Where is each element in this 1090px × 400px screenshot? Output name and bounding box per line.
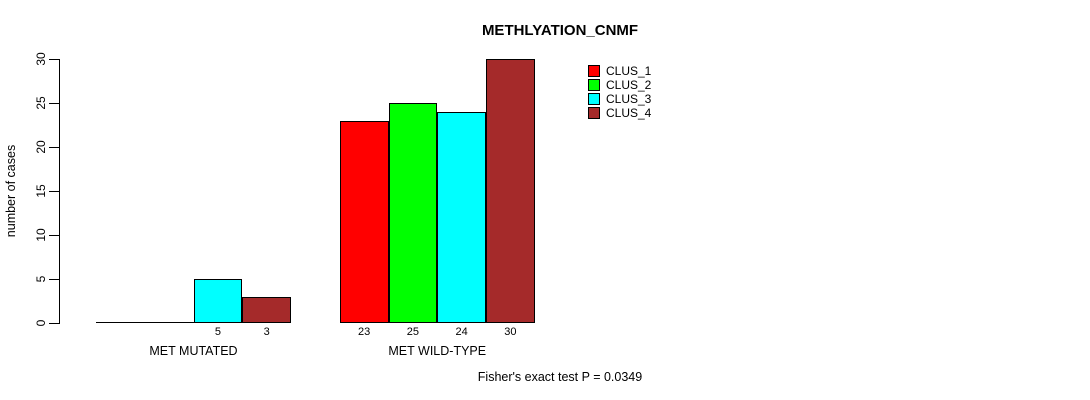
y-axis-tick — [49, 279, 59, 280]
y-axis-line — [59, 59, 60, 324]
y-axis-tick — [49, 147, 59, 148]
legend-swatch-clus_2 — [588, 79, 600, 91]
bar-clus_2-met-mutated-zero-line — [144, 322, 194, 323]
chart-title: METHLYATION_CNMF — [481, 22, 639, 39]
bar-clus_2-met-wild-type — [388, 103, 438, 323]
y-axis-tick-label: 10 — [34, 228, 48, 242]
bar-value-label: 30 — [504, 326, 517, 338]
bar-value-label: 5 — [214, 326, 221, 338]
legend-item-clus_2: CLUS_2 — [588, 78, 708, 92]
y-axis-tick-label: 15 — [34, 184, 48, 198]
bar-value-label: 3 — [263, 326, 270, 338]
y-axis-tick — [49, 59, 59, 60]
y-axis-tick-label: 0 — [34, 319, 48, 327]
x-group-label: MET MUTATED — [149, 344, 238, 358]
bar-value-label: 25 — [406, 326, 419, 338]
bar-value-label: 24 — [455, 326, 468, 338]
bar-clus_3-met-wild-type — [437, 111, 486, 323]
y-axis-tick-label: 5 — [34, 275, 48, 283]
legend-item-clus_4: CLUS_4 — [588, 106, 708, 120]
legend-label-clus_4: CLUS_4 — [606, 106, 652, 120]
y-axis-tick-label: 30 — [34, 52, 48, 66]
bar-clus_3-met-mutated — [193, 279, 243, 323]
y-axis-tick — [49, 323, 59, 324]
y-axis-tick — [49, 103, 59, 104]
y-axis-tick — [49, 191, 59, 192]
bar-clus_4-met-wild-type — [486, 59, 535, 323]
legend-label-clus_1: CLUS_1 — [606, 64, 652, 78]
bar-clus_1-met-wild-type — [339, 120, 389, 323]
legend-swatch-clus_4 — [588, 107, 600, 119]
y-axis-tick — [49, 235, 59, 236]
annotation-fisher-test: Fisher's exact test P = 0.0349 — [477, 370, 643, 384]
legend-swatch-clus_3 — [588, 93, 600, 105]
bar-value-label: 23 — [358, 326, 371, 338]
legend-label-clus_2: CLUS_2 — [606, 78, 652, 92]
legend-swatch-clus_1 — [588, 65, 600, 77]
bar-clus_1-met-mutated-zero-line — [96, 322, 145, 323]
y-axis-tick-label: 25 — [34, 96, 48, 110]
legend: CLUS_1 CLUS_2 CLUS_3 CLUS_4 — [588, 64, 708, 125]
y-axis-tick-label: 20 — [34, 140, 48, 154]
legend-label-clus_3: CLUS_3 — [606, 92, 652, 106]
legend-item-clus_1: CLUS_1 — [588, 64, 708, 78]
x-group-label: MET WILD-TYPE — [388, 344, 487, 358]
legend-item-clus_3: CLUS_3 — [588, 92, 708, 106]
bar-clus_4-met-mutated — [242, 296, 291, 323]
